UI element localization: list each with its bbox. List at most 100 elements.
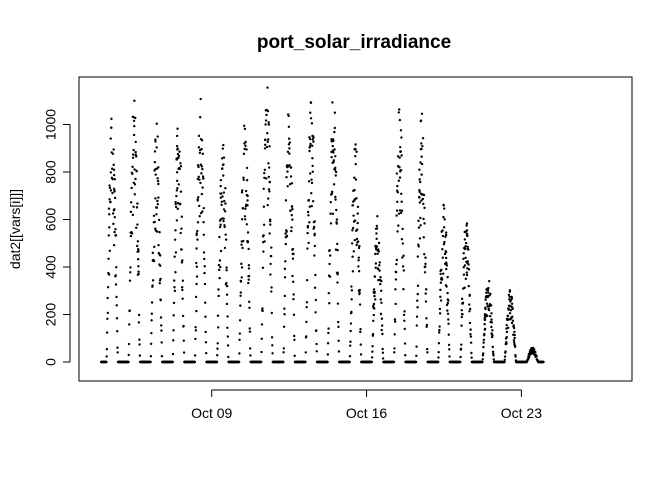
data-point — [286, 185, 289, 188]
data-point — [284, 235, 288, 239]
data-point — [437, 350, 440, 354]
data-point — [438, 328, 441, 332]
data-point — [447, 322, 450, 325]
data-point — [247, 247, 250, 251]
data-point — [464, 247, 467, 250]
data-point — [287, 137, 291, 140]
data-point — [310, 192, 313, 195]
data-point — [267, 162, 270, 165]
data-point — [512, 341, 516, 344]
data-point — [155, 206, 159, 209]
data-point — [488, 314, 492, 318]
data-point — [487, 279, 491, 283]
data-point — [415, 324, 419, 327]
data-point — [290, 182, 294, 185]
data-point — [528, 353, 531, 356]
plot-frame — [78, 76, 633, 382]
data-point — [112, 173, 116, 177]
data-point — [127, 353, 130, 357]
data-point — [380, 301, 383, 304]
data-point — [129, 266, 132, 269]
data-point — [179, 190, 183, 193]
data-point — [111, 212, 115, 215]
data-point — [331, 149, 335, 152]
data-point — [290, 213, 293, 217]
data-point — [108, 213, 111, 216]
data-point — [266, 131, 269, 135]
data-point — [375, 237, 378, 241]
data-point — [269, 223, 272, 226]
data-point — [459, 347, 463, 351]
data-point — [150, 331, 153, 335]
data-point — [199, 97, 202, 101]
data-point — [467, 284, 470, 288]
data-point — [309, 117, 313, 120]
data-point — [112, 187, 116, 191]
data-point — [132, 119, 136, 122]
data-point — [392, 360, 396, 364]
data-point — [178, 167, 181, 171]
data-point — [331, 144, 334, 148]
data-point — [403, 319, 406, 322]
data-point — [416, 292, 419, 296]
data-point — [138, 338, 141, 341]
data-point — [179, 202, 182, 205]
data-point — [243, 147, 246, 151]
data-point — [249, 354, 252, 357]
data-point — [285, 230, 288, 233]
data-point — [217, 263, 221, 267]
data-point — [113, 196, 117, 200]
data-point — [133, 168, 136, 171]
data-point — [399, 168, 403, 172]
data-point — [306, 224, 310, 228]
data-point — [179, 165, 183, 168]
data-point — [218, 225, 222, 229]
data-point — [306, 210, 310, 214]
data-point — [398, 156, 401, 159]
data-point — [379, 276, 382, 279]
data-point — [403, 310, 406, 313]
data-point — [424, 292, 427, 295]
data-point — [468, 310, 471, 313]
data-point — [418, 168, 421, 171]
data-point — [370, 360, 374, 364]
data-point — [542, 360, 545, 364]
data-point — [226, 326, 229, 329]
data-point — [400, 209, 404, 212]
x-axis: Oct 09 Oct 16 Oct 23 — [191, 389, 542, 421]
data-point — [106, 296, 109, 300]
data-point — [373, 294, 376, 298]
data-point — [180, 286, 184, 289]
data-point — [225, 293, 229, 296]
data-point — [490, 325, 493, 329]
data-point — [380, 289, 383, 292]
data-point — [137, 270, 140, 273]
data-point — [151, 284, 154, 287]
data-point — [156, 135, 159, 138]
data-point — [197, 175, 200, 179]
data-point — [379, 282, 382, 286]
data-point — [238, 319, 242, 322]
data-point — [506, 314, 510, 318]
data-point — [468, 303, 471, 306]
data-point — [203, 265, 206, 268]
data-point — [359, 343, 362, 346]
data-point — [352, 214, 355, 217]
data-point — [304, 351, 307, 354]
data-point — [400, 192, 403, 195]
data-point — [269, 273, 272, 276]
data-point — [348, 360, 351, 364]
data-point — [446, 309, 449, 312]
data-point — [114, 274, 117, 277]
data-point — [292, 334, 296, 338]
data-point — [282, 347, 286, 350]
data-point — [266, 203, 269, 207]
data-point — [157, 166, 160, 169]
data-point — [131, 115, 135, 119]
data-point — [310, 178, 313, 181]
data-point — [136, 202, 139, 205]
data-point — [159, 316, 163, 319]
data-point — [261, 266, 265, 270]
data-point — [372, 288, 376, 291]
data-point — [490, 318, 493, 321]
